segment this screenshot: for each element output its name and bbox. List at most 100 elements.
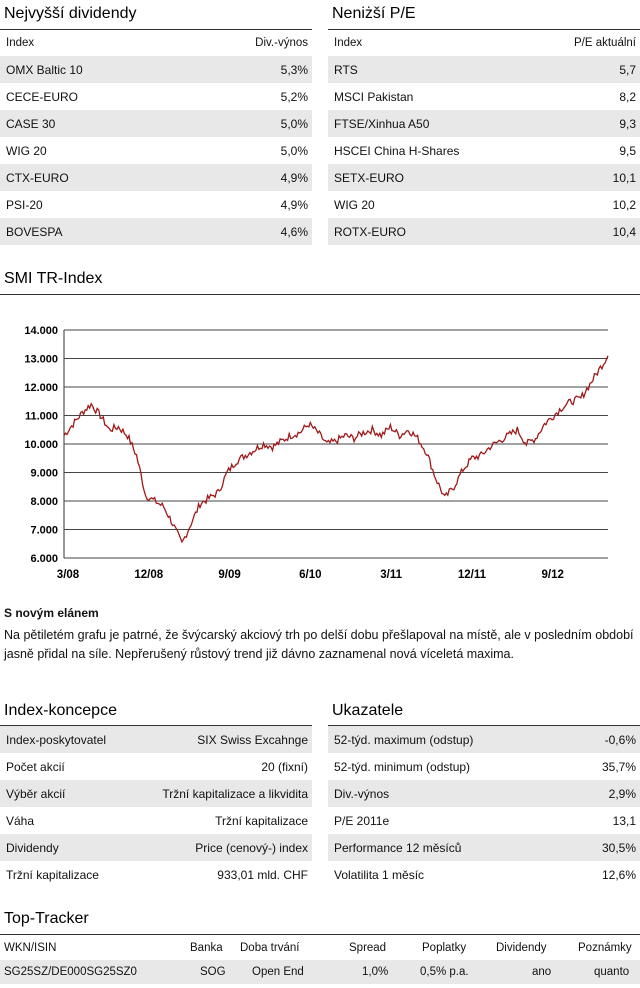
x-tick-label: 3/11 xyxy=(380,569,402,581)
row-value: 5,2% xyxy=(280,89,308,104)
row-name: BOVESPA xyxy=(6,224,63,239)
header-div-yield: Div.-výnos xyxy=(255,37,308,49)
row-name: Volatilita 1 měsíc xyxy=(334,867,425,882)
row-value: Tržní kapitalizace a likvidita xyxy=(162,786,308,801)
y-tick-label: 7.000 xyxy=(30,525,58,537)
row-name: OMX Baltic 10 xyxy=(6,62,83,77)
table-row: 52-týd. maximum (odstup) -0,6% xyxy=(328,726,640,753)
y-tick-label: 8.000 xyxy=(30,496,58,508)
table-row: RTS 5,7 xyxy=(328,56,640,83)
table-row: MSCI Pakistan 8,2 xyxy=(328,83,640,110)
cell-spread: 1,0% xyxy=(362,966,389,978)
index-concept-rule xyxy=(0,725,312,726)
row-name: Tržní kapitalizace xyxy=(6,867,99,882)
chart-title: SMI TR-Index xyxy=(4,270,103,287)
row-name: Dividendy xyxy=(6,840,59,855)
top-tracker-title: Top-Tracker xyxy=(4,910,89,927)
y-tick-label: 9.000 xyxy=(30,468,58,480)
row-value: 5,0% xyxy=(280,116,308,131)
indicators-table: 52-týd. maximum (odstup) -0,6% 52-týd. mi… xyxy=(328,726,640,888)
row-name: WIG 20 xyxy=(334,197,375,212)
header-spread: Spread xyxy=(349,942,387,954)
table-row: CTX-EURO 4,9% xyxy=(0,164,312,191)
table-row: Index-poskytovatel SIX Swiss Excahnge xyxy=(0,726,312,753)
row-name: 52-týd. minimum (odstup) xyxy=(334,759,471,774)
top-dividends-title: Nejvyšší dividendy xyxy=(4,5,137,22)
table-row: CECE-EURO 5,2% xyxy=(0,83,312,110)
table-row: FTSE/Xinhua A50 9,3 xyxy=(328,110,640,137)
table-row: CASE 30 5,0% xyxy=(0,110,312,137)
y-tick-label: 10.000 xyxy=(24,439,58,451)
y-tick-label: 12.000 xyxy=(24,382,58,394)
x-tick-label: 12/11 xyxy=(458,569,487,581)
row-value: 5,3% xyxy=(280,62,308,77)
table-row: Počet akcií 20 (fixní) xyxy=(0,753,312,780)
row-value: 8,2 xyxy=(619,89,636,104)
x-tick-label: 12/08 xyxy=(134,569,163,581)
row-name: Počet akcií xyxy=(6,759,65,774)
chart-caption-heading: S novým elánem xyxy=(4,606,99,620)
table-row: P/E 2011e 13,1 xyxy=(328,807,640,834)
y-tick-label: 11.000 xyxy=(25,411,58,423)
chart-background xyxy=(0,300,640,596)
cell-dividends: ano xyxy=(532,966,552,978)
row-value: 2,9% xyxy=(608,786,636,801)
row-name: P/E 2011e xyxy=(334,813,390,828)
lowest-pe-title: Neniżší P/E xyxy=(332,5,416,22)
row-value: 933,01 mld. CHF xyxy=(217,867,308,882)
row-name: Výběr akcií xyxy=(6,786,66,801)
header-bank: Banka xyxy=(190,942,223,954)
indicators-title: Ukazatele xyxy=(332,702,404,719)
cell-wkn: SG25SZ/DE000SG25SZ0 xyxy=(4,966,137,978)
index-concept-title: Index-koncepce xyxy=(4,702,117,719)
row-value: 4,6% xyxy=(280,224,308,239)
lowest-pe-rule xyxy=(328,29,640,30)
row-value: 5,7 xyxy=(619,62,636,77)
x-tick-label: 9/12 xyxy=(542,569,564,581)
x-tick-label: 3/08 xyxy=(57,569,80,581)
table-header: Index Div.-výnos xyxy=(0,30,312,56)
row-value: Price (cenový-) index xyxy=(195,840,308,855)
row-name: Index-poskytovatel xyxy=(6,732,107,747)
row-value: 9,5 xyxy=(619,143,636,158)
table-row: WIG 20 10,2 xyxy=(328,191,640,218)
row-name: 52-týd. maximum (odstup) xyxy=(334,732,474,747)
top-dividends-rule xyxy=(0,29,312,30)
header-pe: P/E aktuální xyxy=(573,37,636,49)
table-row: Div.-výnos 2,9% xyxy=(328,780,640,807)
table-row: Performance 12 měsíců 30,5% xyxy=(328,834,640,861)
row-value: 5,0% xyxy=(280,143,308,158)
header-wkn: WKN/ISIN xyxy=(4,942,57,954)
indicators-rule xyxy=(328,725,640,726)
row-name: Váha xyxy=(6,813,35,828)
x-tick-label: 6/10 xyxy=(299,569,321,581)
row-name: WIG 20 xyxy=(6,143,47,158)
lowest-pe-table: Index P/E aktuální RTS 5,7 MSCI Pakistan 8… xyxy=(328,30,640,245)
header-index: Index xyxy=(6,37,35,49)
row-name: Div.-výnos xyxy=(334,786,390,801)
table-row: SETX-EURO 10,1 xyxy=(328,164,640,191)
table-header: WKN/ISIN Banka Doba trvání Spread Poplat… xyxy=(0,936,640,960)
cell-bank: SOG xyxy=(200,966,226,978)
table-row: Váha Tržní kapitalizace xyxy=(0,807,312,834)
table-row: Volatilita 1 měsíc 12,6% xyxy=(328,861,640,888)
row-name: HSCEI China H-Shares xyxy=(334,143,460,158)
row-value: 4,9% xyxy=(280,197,308,212)
row-value: SIX Swiss Excahnge xyxy=(197,732,308,747)
header-index: Index xyxy=(334,37,363,49)
row-value: 4,9% xyxy=(280,170,308,185)
row-value: 13,1 xyxy=(612,813,636,828)
cell-notes: quanto xyxy=(594,966,630,978)
row-name: CTX-EURO xyxy=(6,170,69,185)
table-row: Tržní kapitalizace 933,01 mld. CHF xyxy=(0,861,312,888)
row-value: 20 (fixní) xyxy=(261,759,308,774)
table-row: PSI-20 4,9% xyxy=(0,191,312,218)
row-name: Performance 12 měsíců xyxy=(334,840,462,855)
line-chart: 6.000 7.000 8.000 9.000 10.000 11.000 12.000 13… xyxy=(0,300,640,596)
table-row: ROTX-EURO 10,4 xyxy=(328,218,640,245)
top-tracker-rule xyxy=(0,934,640,935)
header-duration: Doba trvání xyxy=(240,942,300,954)
row-value: 10,4 xyxy=(612,224,636,239)
table-row: Dividendy Price (cenový-) index xyxy=(0,834,312,861)
series-line xyxy=(63,355,609,544)
